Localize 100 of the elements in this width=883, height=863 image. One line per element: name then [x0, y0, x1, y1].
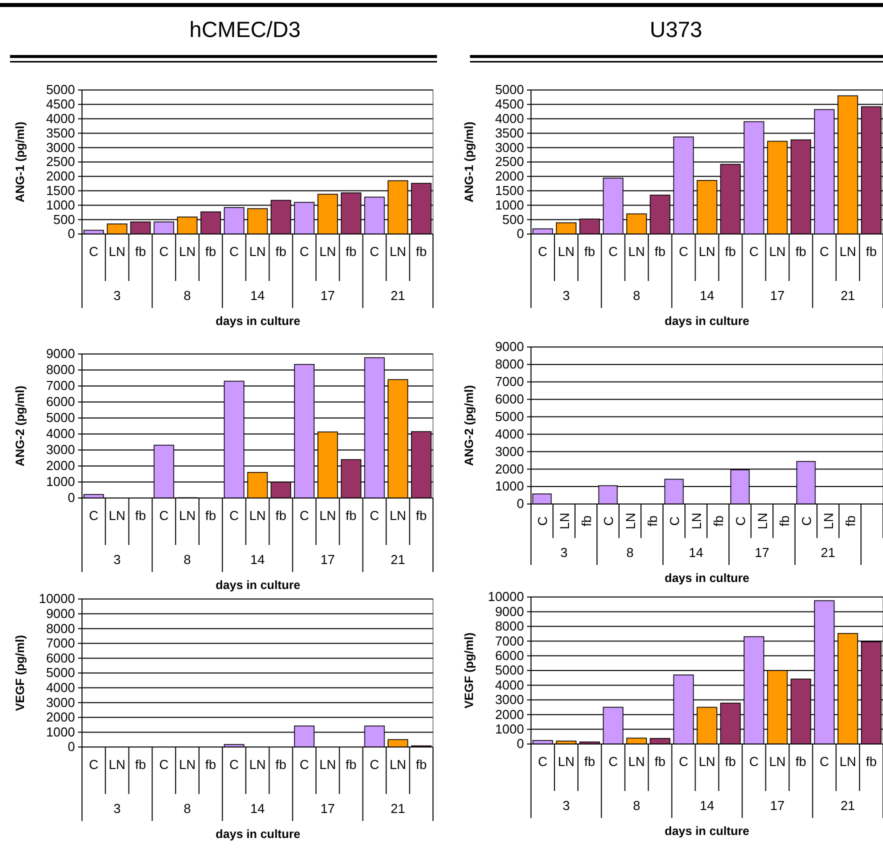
x-tick-label: LN — [821, 512, 836, 530]
x-tick-label: fb — [416, 757, 427, 772]
x-tick-label: fb — [135, 244, 146, 259]
x-axis-title: days in culture — [664, 824, 750, 838]
y-tick-label: 9000 — [495, 339, 524, 354]
text: 8 — [184, 801, 191, 816]
text: 3 — [113, 801, 121, 816]
y-tick-label: 6000 — [46, 394, 75, 410]
y-tick-label: 4500 — [495, 96, 524, 112]
x-tick-label: C — [820, 754, 830, 769]
x-tick-label: LN — [689, 512, 704, 530]
y-tick-label: 10000 — [38, 591, 75, 606]
x-tick-label: C — [608, 754, 618, 769]
x-tick-label: fb — [346, 244, 357, 259]
y-tick-label: 3000 — [495, 444, 524, 459]
x-tick-label: LN — [628, 754, 645, 769]
text: 8 — [626, 545, 634, 560]
x-tick-label: C — [749, 244, 759, 259]
x-tick-label: C — [370, 244, 380, 259]
y-tick-label: 500 — [502, 212, 524, 227]
x-tick-label: C — [300, 508, 309, 523]
y-tick-label: 1000 — [46, 197, 75, 212]
x-tick-label: fb — [205, 508, 216, 523]
text: 14 — [700, 288, 714, 303]
x-tick-label: LN — [249, 508, 266, 523]
x-tick-label: LN — [755, 512, 770, 530]
x-tick-label: fb — [866, 754, 877, 769]
x-axis-title: days in culture — [216, 827, 301, 841]
x-tick-label: fb — [135, 757, 146, 772]
y-tick-label: 5000 — [46, 410, 75, 426]
text: 14 — [250, 288, 265, 303]
x-tick-label: LN — [249, 244, 266, 259]
x-tick-label: LN — [558, 754, 575, 769]
y-axis-title: ANG-2 (pg/ml) — [13, 386, 27, 466]
y-axis-title: VEGF (pg/ml) — [13, 635, 27, 711]
x-tick-label: C — [538, 754, 548, 769]
y-tick-label: 1000 — [46, 724, 75, 740]
x-tick-label: C — [601, 516, 616, 526]
x-tick-label: fb — [346, 757, 357, 772]
x-tick-label: fb — [711, 516, 726, 526]
text: 14 — [700, 798, 714, 813]
y-tick-label: 0 — [68, 226, 75, 242]
y-tick-label: 4000 — [495, 426, 524, 442]
x-tick-label: C — [229, 244, 239, 259]
y-axis-title: VEGF (pg/ml) — [462, 632, 476, 708]
y-tick-label: 5000 — [495, 408, 524, 424]
x-axis-title: days in culture — [664, 314, 750, 328]
x-tick-label: fb — [584, 244, 596, 259]
y-tick-label: 0 — [516, 736, 524, 752]
x-tick-label: LN — [319, 508, 336, 523]
y-tick-label: 8000 — [495, 356, 524, 372]
x-tick-label: fb — [654, 244, 666, 259]
x-tick-label: fb — [725, 244, 736, 259]
y-tick-label: 6000 — [495, 648, 524, 663]
x-tick-label: C — [538, 244, 548, 259]
text: 14 — [250, 801, 265, 816]
x-tick-label: C — [678, 754, 688, 769]
x-tick-label: C — [300, 244, 309, 259]
x-tick-label: LN — [178, 508, 196, 523]
x-tick-label: LN — [178, 244, 196, 259]
x-tick-label: LN — [390, 244, 406, 259]
text: 3 — [560, 545, 568, 560]
x-axis-title: days in culture — [216, 578, 301, 592]
y-tick-label: 4000 — [495, 677, 524, 692]
x-tick-label: LN — [557, 512, 572, 530]
y-tick-label: 0 — [68, 490, 75, 506]
y-tick-label: 8000 — [46, 362, 75, 378]
y-tick-label: 2000 — [46, 710, 75, 725]
text: 3 — [113, 288, 121, 303]
y-tick-label: 9000 — [46, 606, 75, 621]
text: 21 — [840, 288, 856, 303]
text: 21 — [820, 545, 836, 560]
y-tick-label: 7000 — [46, 636, 75, 651]
x-tick-label: fb — [416, 244, 427, 259]
x-tick-label: fb — [275, 508, 286, 523]
x-tick-label: LN — [698, 754, 716, 769]
x-tick-label: fb — [275, 757, 286, 772]
text: 17 — [320, 288, 335, 303]
x-tick-label: fb — [795, 754, 806, 769]
y-tick-label: 4000 — [46, 110, 75, 126]
x-axis-title: days in culture — [664, 571, 750, 585]
x-tick-label: fb — [275, 244, 286, 259]
x-tick-label: C — [89, 508, 98, 523]
x-tick-label: LN — [249, 757, 266, 772]
y-tick-label: 3000 — [46, 442, 75, 458]
x-tick-label: fb — [135, 508, 146, 523]
y-axis-title: ANG-1 (pg/ml) — [462, 122, 476, 202]
x-tick-label: LN — [839, 754, 856, 769]
y-tick-label: 6000 — [46, 650, 75, 666]
text: 3 — [562, 288, 570, 303]
text: 17 — [320, 801, 335, 816]
x-tick-label: C — [229, 757, 239, 772]
x-tick-label: fb — [416, 508, 427, 523]
x-tick-label: C — [608, 244, 618, 259]
x-tick-label: C — [733, 516, 748, 526]
text: 17 — [770, 288, 785, 303]
x-tick-label: C — [678, 244, 688, 259]
x-tick-label: LN — [108, 508, 126, 523]
y-axis-title: ANG-2 (pg/ml) — [462, 385, 476, 466]
x-tick-label: C — [820, 244, 830, 259]
